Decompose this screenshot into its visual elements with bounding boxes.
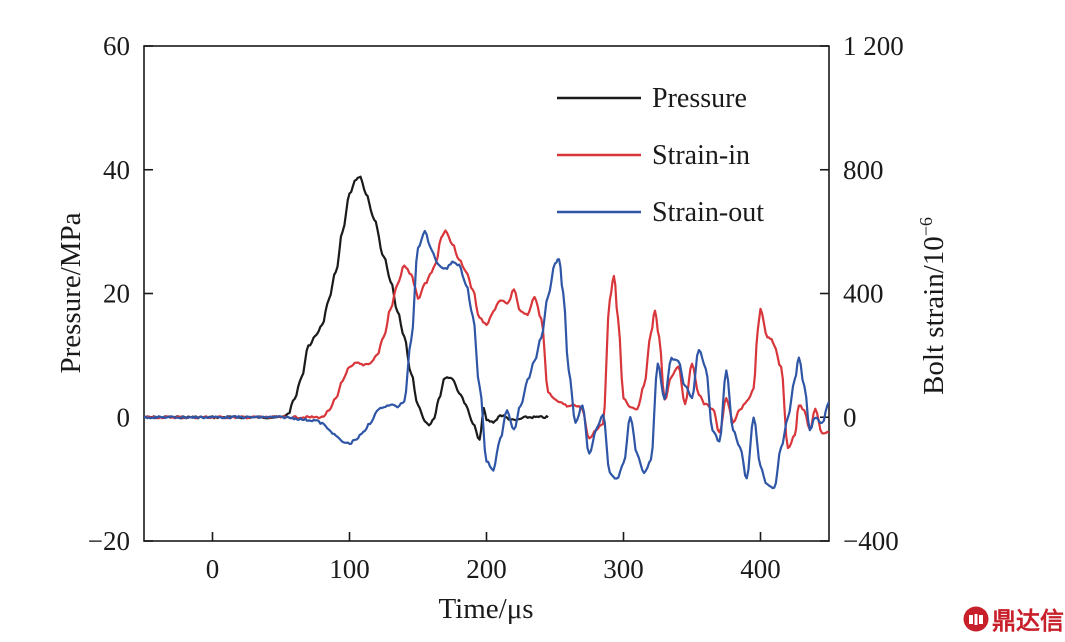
series-line-strain-out xyxy=(144,229,829,490)
plot-lines xyxy=(144,175,829,490)
y-tick-label: 0 xyxy=(117,402,131,432)
y2-tick-label: −400 xyxy=(843,526,899,556)
axes: 0 100 200 300 400 −20 0 20 40 60 −400 0 400 800 1 200 xyxy=(88,31,904,584)
y2-axis-label: Bolt strain/10−6 xyxy=(916,217,950,395)
x-tick-label: 0 xyxy=(206,554,220,584)
y2-axis-label-base: Bolt strain/10 xyxy=(918,236,950,395)
x-tick-label: 200 xyxy=(466,554,507,584)
logo-seal-icon xyxy=(963,606,989,631)
legend-label-pressure: Pressure xyxy=(652,83,747,114)
y-tick-label: 60 xyxy=(103,31,130,61)
watermark: 鼎达信 xyxy=(962,601,1064,636)
y2-tick-label: 0 xyxy=(843,402,857,432)
legend: Pressure Strain-in Strain-out xyxy=(557,83,764,228)
y-tick-label: 40 xyxy=(103,155,130,185)
x-tick-label: 100 xyxy=(329,554,370,584)
legend-label-strain-in: Strain-in xyxy=(652,140,750,171)
watermark-text: 鼎达信 xyxy=(992,607,1064,635)
y-tick-label: −20 xyxy=(88,526,130,556)
x-tick-label: 400 xyxy=(740,554,781,584)
y2-axis-label-exponent: −6 xyxy=(916,217,936,236)
y2-tick-label: 800 xyxy=(843,155,884,185)
plot-frame xyxy=(143,45,830,542)
legend-label-strain-out: Strain-out xyxy=(652,197,764,228)
y-tick-label: 20 xyxy=(103,279,130,309)
y2-tick-label: 1 200 xyxy=(843,31,904,61)
series-line-pressure xyxy=(144,175,549,441)
x-tick-label: 300 xyxy=(603,554,644,584)
x-axis-label: Time/μs xyxy=(438,593,533,625)
y-axis-label: Pressure/MPa xyxy=(55,212,87,373)
y2-tick-label: 400 xyxy=(843,279,884,309)
